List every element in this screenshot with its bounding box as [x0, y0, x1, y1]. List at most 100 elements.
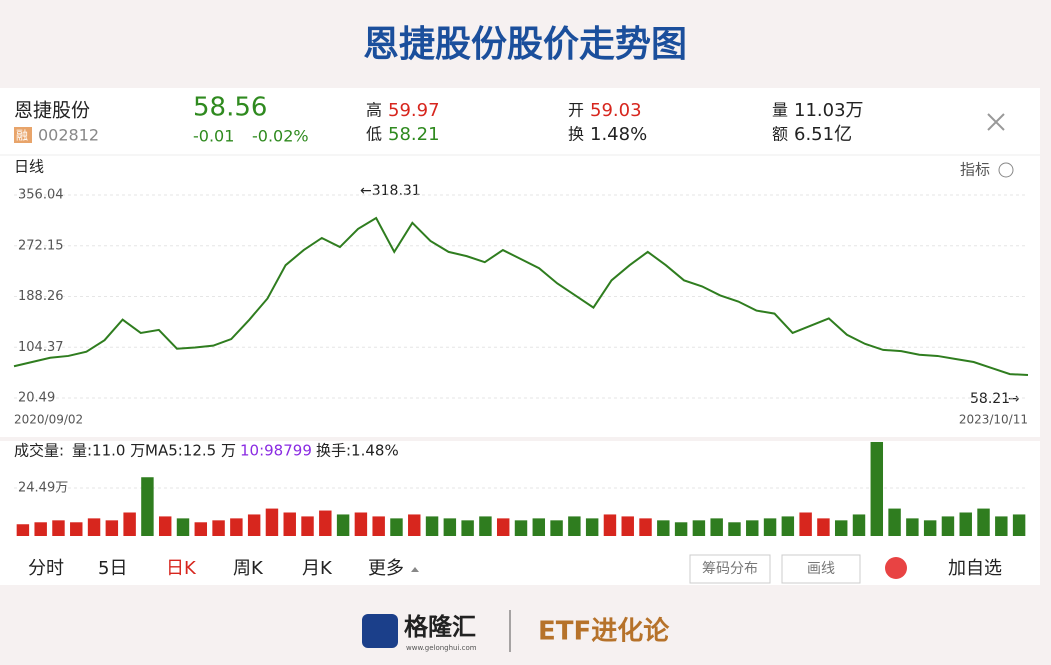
arrow: → [1008, 391, 1020, 407]
volume-bar [550, 520, 563, 536]
volume-bar [176, 518, 190, 536]
tab[interactable]: 周K [233, 558, 264, 579]
volume-bar [763, 518, 777, 536]
volume-legend: 换手:1.48% [316, 442, 399, 460]
label: 高 [366, 101, 382, 120]
period: 日线 [14, 158, 44, 176]
dropdown-icon [411, 567, 419, 572]
volume-bar [425, 516, 439, 536]
volume-bar [265, 508, 279, 536]
volume-bar [354, 512, 368, 536]
button-frame [781, 554, 861, 584]
change: -0.01 [193, 127, 234, 146]
annotation: 58.21 [970, 391, 1010, 407]
y-tick-label: 24.49万 [18, 481, 68, 496]
button[interactable]: 筹码分布 [702, 560, 758, 577]
volume-bar [603, 514, 617, 536]
volume-bar [443, 518, 457, 536]
tab[interactable]: 分时 [28, 558, 64, 579]
volume-bar [301, 516, 314, 536]
volume-bar [657, 520, 670, 536]
tab[interactable]: 月K [302, 558, 333, 579]
volume-bar [283, 512, 296, 536]
volume-bar [87, 518, 101, 536]
volume-bar [52, 520, 65, 536]
label: 开 [568, 101, 584, 120]
button[interactable]: 加自选 [948, 558, 1002, 579]
volume-bar [639, 518, 652, 536]
tab[interactable]: 5日 [98, 558, 127, 579]
volume-bar [158, 516, 172, 536]
volume-legend: 量:11.0 万 [72, 442, 145, 460]
volume-bar [319, 510, 332, 536]
y-tick-label: 272.15 [18, 238, 64, 253]
volume-bar [123, 512, 136, 536]
tab[interactable]: 日K [166, 558, 197, 579]
volume-bar [728, 522, 741, 536]
tag-bg [14, 127, 32, 143]
volume-bar [799, 512, 812, 536]
turnover: 1.48% [590, 124, 647, 145]
amount: 6.51亿 [794, 124, 852, 145]
tag: 融 [16, 129, 28, 143]
volume-bar [977, 508, 990, 536]
volume-bar [212, 520, 225, 536]
volume-bar [781, 516, 795, 536]
volume-bar [34, 522, 47, 536]
volume-bar [496, 518, 510, 536]
tab[interactable]: 更多 [368, 558, 404, 579]
volume-bar [105, 520, 119, 536]
high: 59.97 [388, 100, 440, 121]
volume-bar [906, 518, 919, 536]
volume-bar [141, 477, 154, 536]
price-line [13, 216, 1029, 376]
volume-bar [194, 522, 208, 536]
brand-url: www.gelonghui.com [406, 644, 477, 652]
volume-bar [514, 520, 528, 536]
y-tick-label: 104.37 [18, 340, 64, 355]
volume-bar [70, 522, 83, 536]
button-frame [689, 554, 771, 584]
volume-bar [479, 516, 492, 536]
change-pct: -0.02% [252, 127, 309, 146]
logo-icon [362, 614, 398, 648]
y-tick-label: 188.26 [18, 289, 64, 304]
volume-bar [852, 514, 866, 536]
volume-bar [834, 520, 848, 536]
x-tick-label: 2020/09/02 [14, 413, 83, 427]
tabs: 分时 5日 日K 周K 月K 更多 [28, 558, 419, 579]
volume-bar [870, 441, 884, 536]
volume-bar [923, 520, 937, 536]
volume-bar [532, 518, 546, 536]
volume-bar [372, 516, 385, 536]
indicator-icon [998, 162, 1014, 178]
annotation: ←318.31 [360, 183, 421, 199]
stock-name: 恩捷股份 [14, 100, 90, 122]
low: 58.21 [388, 124, 440, 145]
y-tick-label: 356.04 [18, 188, 64, 203]
volume: 11.03万 [794, 100, 864, 121]
volume-bar [941, 516, 955, 536]
label: 量 [772, 101, 788, 120]
y-tick-label: 20.49 [18, 391, 55, 406]
volume-bar [1012, 514, 1026, 536]
x-tick-label: 2023/10/11 [959, 413, 1028, 427]
page-title: 恩捷股份股价走势图 [363, 24, 687, 65]
volume-bar [461, 520, 474, 536]
volume-bar [390, 518, 403, 536]
record-button[interactable] [885, 557, 907, 579]
volume-bar [888, 508, 901, 536]
volume-legend: 10:98799 [240, 442, 312, 460]
volume-bar [336, 514, 350, 536]
label: 额 [772, 125, 788, 144]
price: 58.56 [193, 93, 267, 123]
volume-bar [408, 514, 421, 536]
close-icon[interactable] [987, 113, 1005, 131]
indicator-button[interactable]: 指标 [960, 161, 990, 179]
volume-bar [16, 524, 30, 536]
button[interactable]: 画线 [807, 561, 835, 577]
brand: 格隆汇 [404, 613, 476, 641]
volume-bar [568, 516, 581, 536]
